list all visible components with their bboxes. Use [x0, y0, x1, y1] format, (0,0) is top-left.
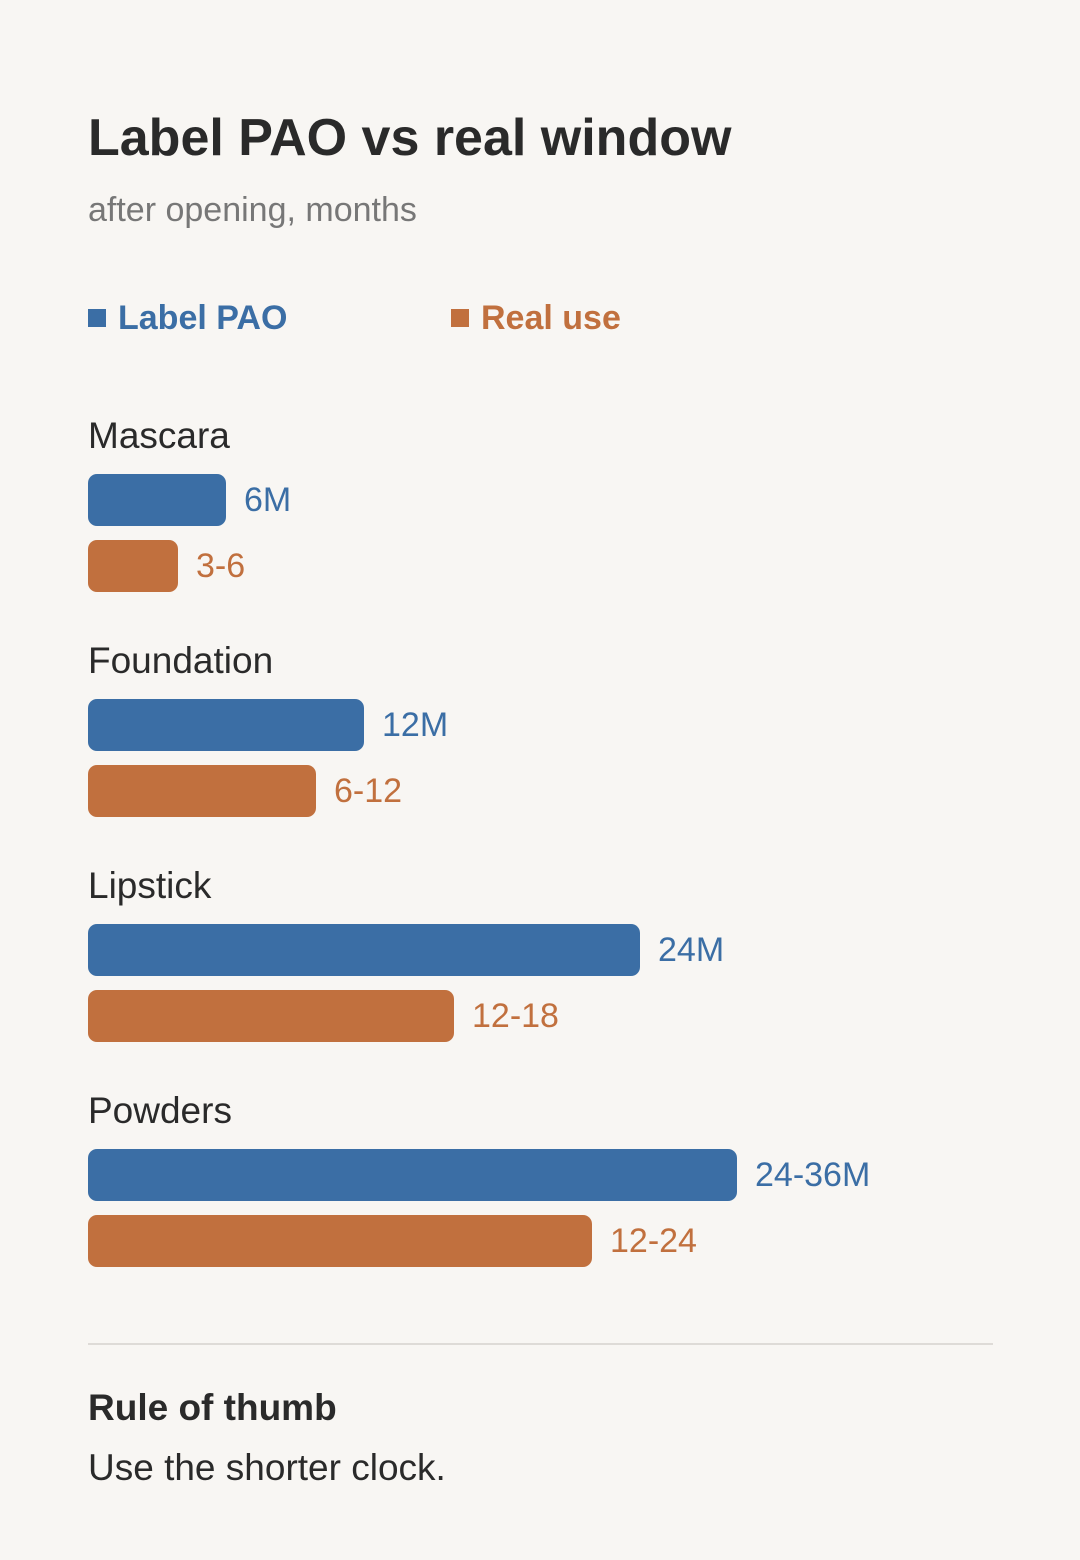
- category-label-foundation: Foundation: [88, 640, 274, 681]
- bar-real-use-foundation: [88, 765, 316, 817]
- data-label-label-pao-lipstick: 24M: [658, 931, 725, 969]
- data-label-label-pao-powders: 24-36M: [755, 1156, 871, 1194]
- data-label-label-pao-foundation: 12M: [382, 706, 449, 744]
- legend-swatch-label-pao: [88, 309, 106, 327]
- data-label-real-use-foundation: 6-12: [334, 772, 403, 810]
- note-text: Use the shorter clock.: [88, 1447, 446, 1488]
- bar-label-pao-foundation: [88, 699, 364, 751]
- chart-subtitle: after opening, months: [88, 191, 417, 229]
- data-label-real-use-mascara: 3-6: [196, 547, 246, 585]
- bar-label-pao-mascara: [88, 474, 226, 526]
- bar-real-use-powders: [88, 1215, 592, 1267]
- category-label-powders: Powders: [88, 1090, 232, 1131]
- bar-real-use-lipstick: [88, 990, 454, 1042]
- legend-item-label-pao: Label PAO: [88, 298, 287, 338]
- data-label-real-use-lipstick: 12-18: [472, 997, 559, 1035]
- data-label-label-pao-mascara: 6M: [244, 481, 292, 519]
- bar-real-use-mascara: [88, 540, 178, 592]
- bar-label-pao-powders: [88, 1149, 737, 1201]
- divider: [88, 1343, 993, 1345]
- category-label-lipstick: Lipstick: [88, 865, 212, 906]
- chart-title: Label PAO vs real window: [88, 109, 732, 167]
- bar-label-pao-lipstick: [88, 924, 640, 976]
- legend-swatch-real-use: [451, 309, 469, 327]
- data-label-real-use-powders: 12-24: [610, 1222, 697, 1260]
- category-label-mascara: Mascara: [88, 415, 230, 456]
- legend-text-label-pao: Label PAO: [118, 299, 288, 337]
- note-title: Rule of thumb: [88, 1387, 337, 1428]
- legend-text-real-use: Real use: [481, 299, 621, 337]
- legend-item-real-use: Real use: [451, 298, 621, 338]
